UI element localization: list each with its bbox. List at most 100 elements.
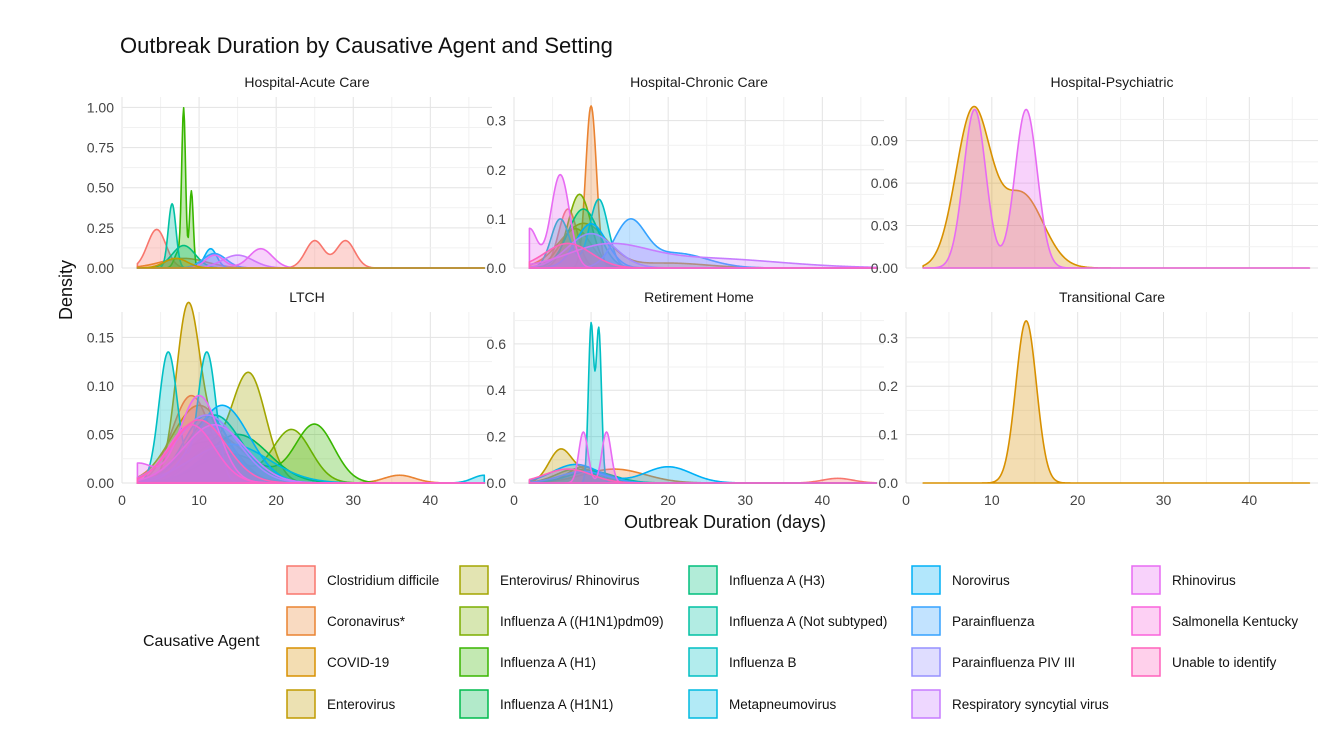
panel-grid xyxy=(905,312,1318,484)
y-tick-label: 0.15 xyxy=(87,329,114,345)
density-curve-covid-19 xyxy=(922,320,1311,484)
legend-label: Influenza B xyxy=(729,655,797,670)
panel-hospital-psychiatric: Hospital-Psychiatric 0.00 0.03 0.06 0.09 xyxy=(871,74,1318,276)
panel-title: LTCH xyxy=(289,289,325,305)
panel-retirement-home: Retirement Home 0.0 0.2 0.4 0.6 0 10 20 30 40 xyxy=(487,289,884,508)
x-tick-label: 0 xyxy=(902,492,910,508)
y-tick-label: 0.75 xyxy=(87,140,114,156)
legend-swatch xyxy=(459,647,489,677)
panel-grid xyxy=(513,97,884,269)
legend-label: Parainfluenza PIV III xyxy=(952,655,1075,670)
legend-label: Enterovirus xyxy=(327,697,396,712)
x-tick-label: 40 xyxy=(423,492,439,508)
y-tick-label: 0.0 xyxy=(487,260,507,276)
legend-item-enterovirus-rhinovirus: Enterovirus/ Rhinovirus xyxy=(459,565,640,595)
legend-swatch xyxy=(286,565,316,595)
y-tick-label: 0.00 xyxy=(87,260,114,276)
y-tick-label: 0.00 xyxy=(871,260,898,276)
legend-label: Enterovirus/ Rhinovirus xyxy=(500,573,640,588)
legend-label: Parainfluenza xyxy=(952,614,1035,629)
legend-item-parainfluenza: Parainfluenza xyxy=(911,606,1035,636)
panel-hospital-chronic-care: Hospital-Chronic Care 0.0 0.1 0.2 0.3 xyxy=(487,74,884,276)
x-tick-label: 10 xyxy=(984,492,1000,508)
x-tick-label: 40 xyxy=(815,492,831,508)
legend-label: Clostridium difficile xyxy=(327,573,439,588)
density-curves xyxy=(922,105,1311,269)
legend-swatch xyxy=(1131,647,1161,677)
y-tick-label: 0.03 xyxy=(871,218,898,234)
y-tick-label: 1.00 xyxy=(87,99,114,115)
x-tick-label: 30 xyxy=(737,492,753,508)
legend-swatch xyxy=(911,647,941,677)
legend-item-influenza-b: Influenza B xyxy=(688,647,797,677)
y-tick-label: 0.09 xyxy=(871,133,898,149)
density-curves xyxy=(528,321,878,484)
legend-item-coronavirus: Coronavirus* xyxy=(286,606,406,636)
y-tick-label: 0.4 xyxy=(487,382,507,398)
legend-swatch xyxy=(459,689,489,719)
legend-label: Norovirus xyxy=(952,573,1010,588)
x-tick-label: 20 xyxy=(1070,492,1086,508)
x-tick-label: 10 xyxy=(583,492,599,508)
legend-swatch xyxy=(286,606,316,636)
legend-swatch xyxy=(459,606,489,636)
density-curve-enterovirus xyxy=(136,257,486,269)
legend-label: Influenza A (H3) xyxy=(729,573,825,588)
legend-swatch xyxy=(286,689,316,719)
legend-swatch xyxy=(911,565,941,595)
legend-item-parainfluenza-piv-iii: Parainfluenza PIV III xyxy=(911,647,1075,677)
legend-swatch xyxy=(1131,606,1161,636)
legend-swatch xyxy=(688,647,718,677)
legend-label: Influenza A (H1) xyxy=(500,655,596,670)
density-curve-unable-to-identify xyxy=(136,419,486,484)
panel-hospital-acute-care: Hospital-Acute Care 0.00 0.25 0.50 0.75 1.00 xyxy=(87,74,492,276)
legend-label: Metapneumovirus xyxy=(729,697,837,712)
y-tick-label: 0.6 xyxy=(487,336,507,352)
panel-title: Retirement Home xyxy=(644,289,754,305)
x-tick-label: 20 xyxy=(268,492,284,508)
panel-transitional-care: Transitional Care 0.0 0.1 0.2 0.3 0 10 20 30 40 xyxy=(879,289,1318,508)
legend-label: Influenza A (H1N1) xyxy=(500,697,613,712)
y-tick-label: 0.25 xyxy=(87,220,114,236)
x-tick-label: 10 xyxy=(191,492,207,508)
panel-grid xyxy=(513,312,884,484)
legend-item-influenza-a-not-subtyped: Influenza A (Not subtyped) xyxy=(688,606,887,636)
x-axis-title: Outbreak Duration (days) xyxy=(624,512,826,532)
legend-label: Respiratory syncytial virus xyxy=(952,697,1109,712)
density-curve-respiratory-syncytial-virus xyxy=(528,242,878,269)
x-tick-label: 30 xyxy=(345,492,361,508)
legend-label: COVID-19 xyxy=(327,655,389,670)
panel-title: Hospital-Chronic Care xyxy=(630,74,768,90)
legend-item-unable-to-identify: Unable to identify xyxy=(1131,647,1277,677)
panel-title: Hospital-Psychiatric xyxy=(1051,74,1174,90)
legend-swatch xyxy=(1131,565,1161,595)
legend-label: Unable to identify xyxy=(1172,655,1277,670)
legend-label: Influenza A ((H1N1)pdm09) xyxy=(500,614,664,629)
legend-label: Salmonella Kentucky xyxy=(1172,614,1298,629)
legend-swatch xyxy=(459,565,489,595)
chart-title: Outbreak Duration by Causative Agent and… xyxy=(120,33,613,58)
y-tick-label: 0.0 xyxy=(487,475,507,491)
legend-swatch xyxy=(688,606,718,636)
legend-item-metapneumovirus: Metapneumovirus xyxy=(688,689,837,719)
legend-label: Coronavirus* xyxy=(327,614,406,629)
legend-swatch xyxy=(286,647,316,677)
legend-item-respiratory-syncytial-virus: Respiratory syncytial virus xyxy=(911,689,1109,719)
density-curve-rhinovirus xyxy=(922,108,1311,269)
legend-item-influenza-a-h1: Influenza A (H1) xyxy=(459,647,596,677)
density-curves xyxy=(136,106,486,269)
y-tick-label: 0.0 xyxy=(879,475,899,491)
legend-item-influenza-a-h1n1: Influenza A (H1N1) xyxy=(459,689,613,719)
y-tick-label: 0.3 xyxy=(487,113,507,129)
density-curves xyxy=(136,301,486,484)
legend-item-norovirus: Norovirus xyxy=(911,565,1010,595)
legend-item-rhinovirus: Rhinovirus xyxy=(1131,565,1236,595)
y-tick-label: 0.1 xyxy=(487,211,507,227)
panel-title: Hospital-Acute Care xyxy=(244,74,369,90)
facet-panels: Hospital-Acute Care0.000.250.500.751.00H… xyxy=(87,74,1318,508)
y-tick-label: 0.2 xyxy=(879,378,899,394)
y-tick-label: 0.3 xyxy=(879,330,899,346)
density-curve-unable-to-identify xyxy=(528,468,878,484)
x-tick-label: 30 xyxy=(1156,492,1172,508)
